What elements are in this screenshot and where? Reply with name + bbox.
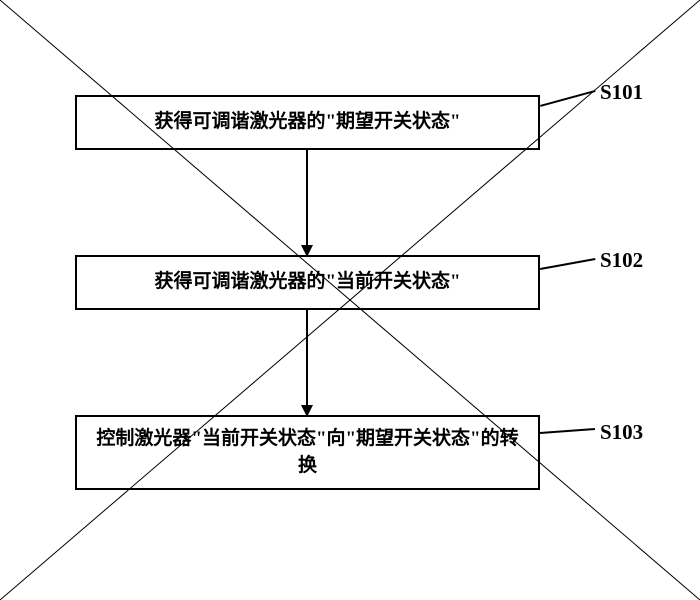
flow-node-s103: 控制激光器"当前开关状态"向"期望开关状态"的转换 xyxy=(75,415,540,490)
flow-node-s102: 获得可调谐激光器的"当前开关状态" xyxy=(75,255,540,310)
step-label-s103: S103 xyxy=(600,420,643,445)
flow-node-s103-text: 控制激光器"当前开关状态"向"期望开关状态"的转换 xyxy=(87,426,528,479)
step-label-s101: S101 xyxy=(600,80,643,105)
flow-node-s101: 获得可调谐激光器的"期望开关状态" xyxy=(75,95,540,150)
leader-line-s102 xyxy=(540,258,595,270)
step-label-s102: S102 xyxy=(600,248,643,273)
leader-line-s101 xyxy=(540,90,596,107)
flow-node-s102-text: 获得可调谐激光器的"当前开关状态" xyxy=(154,269,460,296)
leader-line-s103 xyxy=(540,428,595,434)
flowchart-canvas: 获得可调谐激光器的"期望开关状态" S101 获得可调谐激光器的"当前开关状态"… xyxy=(0,0,700,600)
flow-node-s101-text: 获得可调谐激光器的"期望开关状态" xyxy=(154,109,460,136)
